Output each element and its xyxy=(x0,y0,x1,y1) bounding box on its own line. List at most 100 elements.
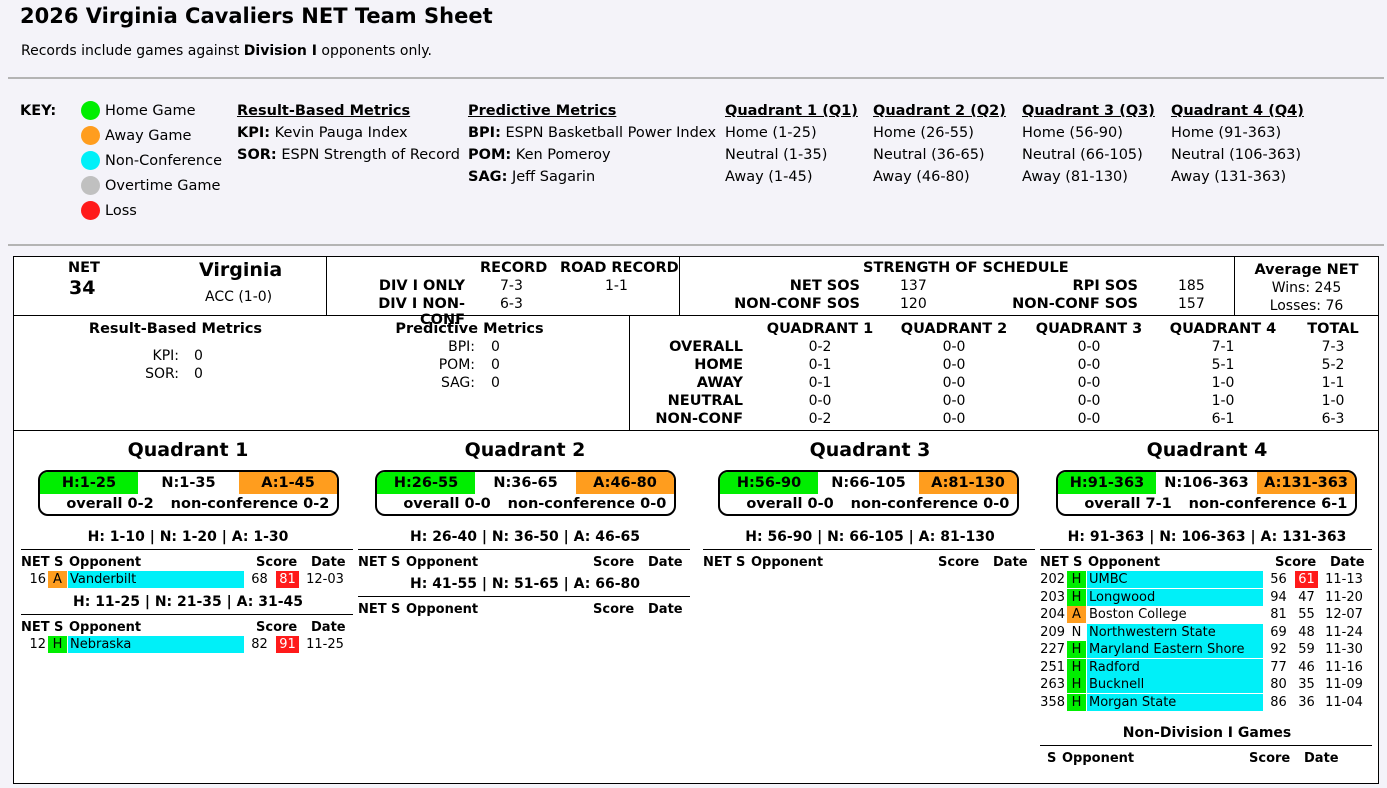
quadrant-range-h: H:1-25 xyxy=(40,472,138,494)
quadrant-table-cell: 1-0 xyxy=(1321,393,1345,409)
col-opponent: Opponent xyxy=(406,602,479,617)
road-record-label: ROAD RECORD xyxy=(560,260,679,276)
col-s: S xyxy=(391,602,401,617)
avg-net-label: Average NET xyxy=(1254,262,1359,278)
game-site: H xyxy=(48,635,67,653)
game-team-score: 94 xyxy=(1270,589,1287,605)
game-net: 358 xyxy=(1040,694,1065,710)
col-s: S xyxy=(1047,751,1057,766)
quadrant-table-cell: 1-1 xyxy=(1321,375,1345,391)
quadrant-range-n: N:1-35 xyxy=(161,475,216,491)
quadrant-group-range: H: 26-40 | N: 36-50 | A: 46-65 xyxy=(410,529,640,545)
quadrant-table-header: QUADRANT 2 xyxy=(900,321,1008,337)
game-net: 203 xyxy=(1040,589,1065,605)
game-site: H xyxy=(1067,658,1086,676)
key-label: KEY: xyxy=(20,103,57,119)
key-quadrant-4: Quadrant 4 (Q4) Home (91-363) Neutral (106… xyxy=(1171,103,1304,185)
game-opponent: Bucknell xyxy=(1087,676,1263,693)
game-net: 209 xyxy=(1040,624,1065,640)
col-score: Score xyxy=(256,555,298,570)
quadrant-summary: overall 7-1 non-conference 6-1 xyxy=(1058,494,1355,514)
quadrant-range-h: H:91-363 xyxy=(1058,472,1156,494)
quadrant-ranges-box: H:26-55 N:36-65 A:46-80 overall 0-0 non-conf… xyxy=(375,470,676,516)
game-net: 202 xyxy=(1040,572,1065,587)
key-quadrant-away: Away (46-80) xyxy=(873,169,970,185)
key-quadrant-1: Quadrant 1 (Q1) Home (1-25) Neutral (1-35)… xyxy=(725,103,858,185)
game-opponent: UMBC xyxy=(1087,571,1263,588)
quadrant-table-header: QUADRANT 4 xyxy=(1169,321,1277,337)
quadrant-nonconf: non-conference 0-0 xyxy=(507,496,667,512)
game-site: H xyxy=(1067,641,1086,658)
col-score: Score xyxy=(1249,751,1291,766)
quadrant-table-row-label: HOME xyxy=(694,357,743,373)
game-opp-score: 47 xyxy=(1298,589,1315,605)
col-opponent: Opponent xyxy=(69,555,142,570)
key-quadrant-heading: Quadrant 3 (Q3) xyxy=(1022,103,1155,119)
col-net: NET xyxy=(21,555,50,570)
team-name: Virginia xyxy=(199,259,283,281)
table-row: 202 H UMBC 56 61 11-13 xyxy=(1040,571,1376,588)
game-opponent: Vanderbilt xyxy=(68,571,244,588)
divider xyxy=(21,613,353,615)
quadrant-table-cell: 1-0 xyxy=(1211,393,1235,409)
game-date: 11-04 xyxy=(1325,694,1363,710)
game-site: H xyxy=(1067,571,1086,588)
quadrant-table-cell: 5-2 xyxy=(1321,357,1345,373)
quadrant-table-cell: 0-1 xyxy=(808,375,832,391)
col-net: NET xyxy=(21,619,50,635)
key-quadrant-home: Home (1-25) xyxy=(725,125,817,141)
game-date: 11-16 xyxy=(1325,659,1363,675)
quadrant-nonconf: non-conference 0-0 xyxy=(850,496,1010,512)
quadrant-nonconf: non-conference 0-2 xyxy=(170,496,330,512)
legend-label: Away Game xyxy=(105,128,192,144)
game-opponent: Morgan State xyxy=(1087,693,1263,711)
net-sos: 137 xyxy=(900,278,927,294)
col-score: Score xyxy=(593,602,635,617)
divider xyxy=(358,549,690,550)
key-quadrant-heading: Quadrant 1 (Q1) xyxy=(725,103,858,119)
key-quadrant-2: Quadrant 2 (Q2) Home (26-55) Neutral (36-6… xyxy=(873,103,1006,185)
quadrant-overall: overall 0-2 xyxy=(66,496,154,512)
divider xyxy=(1040,745,1372,746)
legend-label: Non-Conference xyxy=(105,153,222,169)
col-opponent: Opponent xyxy=(1088,555,1161,570)
col-score: Score xyxy=(938,555,980,570)
key-result-metrics: Result-Based Metrics KPI: Kevin Pauga In… xyxy=(237,103,460,163)
quadrant-ranges-box: H:91-363 N:106-363 A:131-363 overall 7-1 non… xyxy=(1056,470,1357,516)
quadrant-range-a: A:1-45 xyxy=(239,472,337,494)
games-header-row: NET S Opponent Score Date xyxy=(358,601,694,618)
quadrant-table-cell: 1-0 xyxy=(1211,375,1235,391)
game-opp-score: 59 xyxy=(1298,642,1315,657)
col-score: Score xyxy=(256,619,298,635)
game-date: 11-13 xyxy=(1325,572,1363,587)
divider xyxy=(358,596,690,597)
divider xyxy=(703,549,1035,550)
quadrant-range-a: A:131-363 xyxy=(1257,472,1355,494)
game-team-score: 69 xyxy=(1270,624,1287,640)
key-quadrant-away: Away (1-45) xyxy=(725,169,813,185)
game-opp-score: 48 xyxy=(1298,624,1315,640)
quadrant-title: Quadrant 3 xyxy=(809,439,931,461)
team-sheet: NET 34 Virginia ACC (1-0) RECORD ROAD RE… xyxy=(13,256,1379,784)
quadrant-overall: overall 0-0 xyxy=(403,496,491,512)
quadrant-range-h: H:26-55 xyxy=(377,472,475,494)
kpi-label: KPI: xyxy=(152,348,179,364)
col-score: Score xyxy=(1275,555,1317,570)
key-quadrant-neutral: Neutral (1-35) xyxy=(725,147,828,163)
quadrant-table-cell: 7-3 xyxy=(1321,339,1345,355)
col-date: Date xyxy=(311,619,346,635)
table-row: 12 H Nebraska 82 91 11-25 xyxy=(21,635,357,653)
game-team-score: 68 xyxy=(251,572,268,587)
result-metrics-heading: Result-Based Metrics xyxy=(88,321,263,337)
sor-value: 0 xyxy=(194,366,203,382)
quadrant-table-cell: 0-0 xyxy=(1077,357,1101,373)
div1-only-label: DIV I ONLY xyxy=(378,278,465,294)
predictive-metrics-heading: Predictive Metrics xyxy=(395,321,544,337)
table-row: 209 N Northwestern State 69 48 11-24 xyxy=(1040,623,1376,641)
game-opp-score: 81 xyxy=(276,571,299,588)
quadrant-table-row-label: AWAY xyxy=(696,375,743,391)
game-opp-score: 91 xyxy=(276,635,299,653)
col-date: Date xyxy=(648,555,683,570)
table-row: 358 H Morgan State 86 36 11-04 xyxy=(1040,693,1376,711)
game-team-score: 81 xyxy=(1270,607,1287,622)
